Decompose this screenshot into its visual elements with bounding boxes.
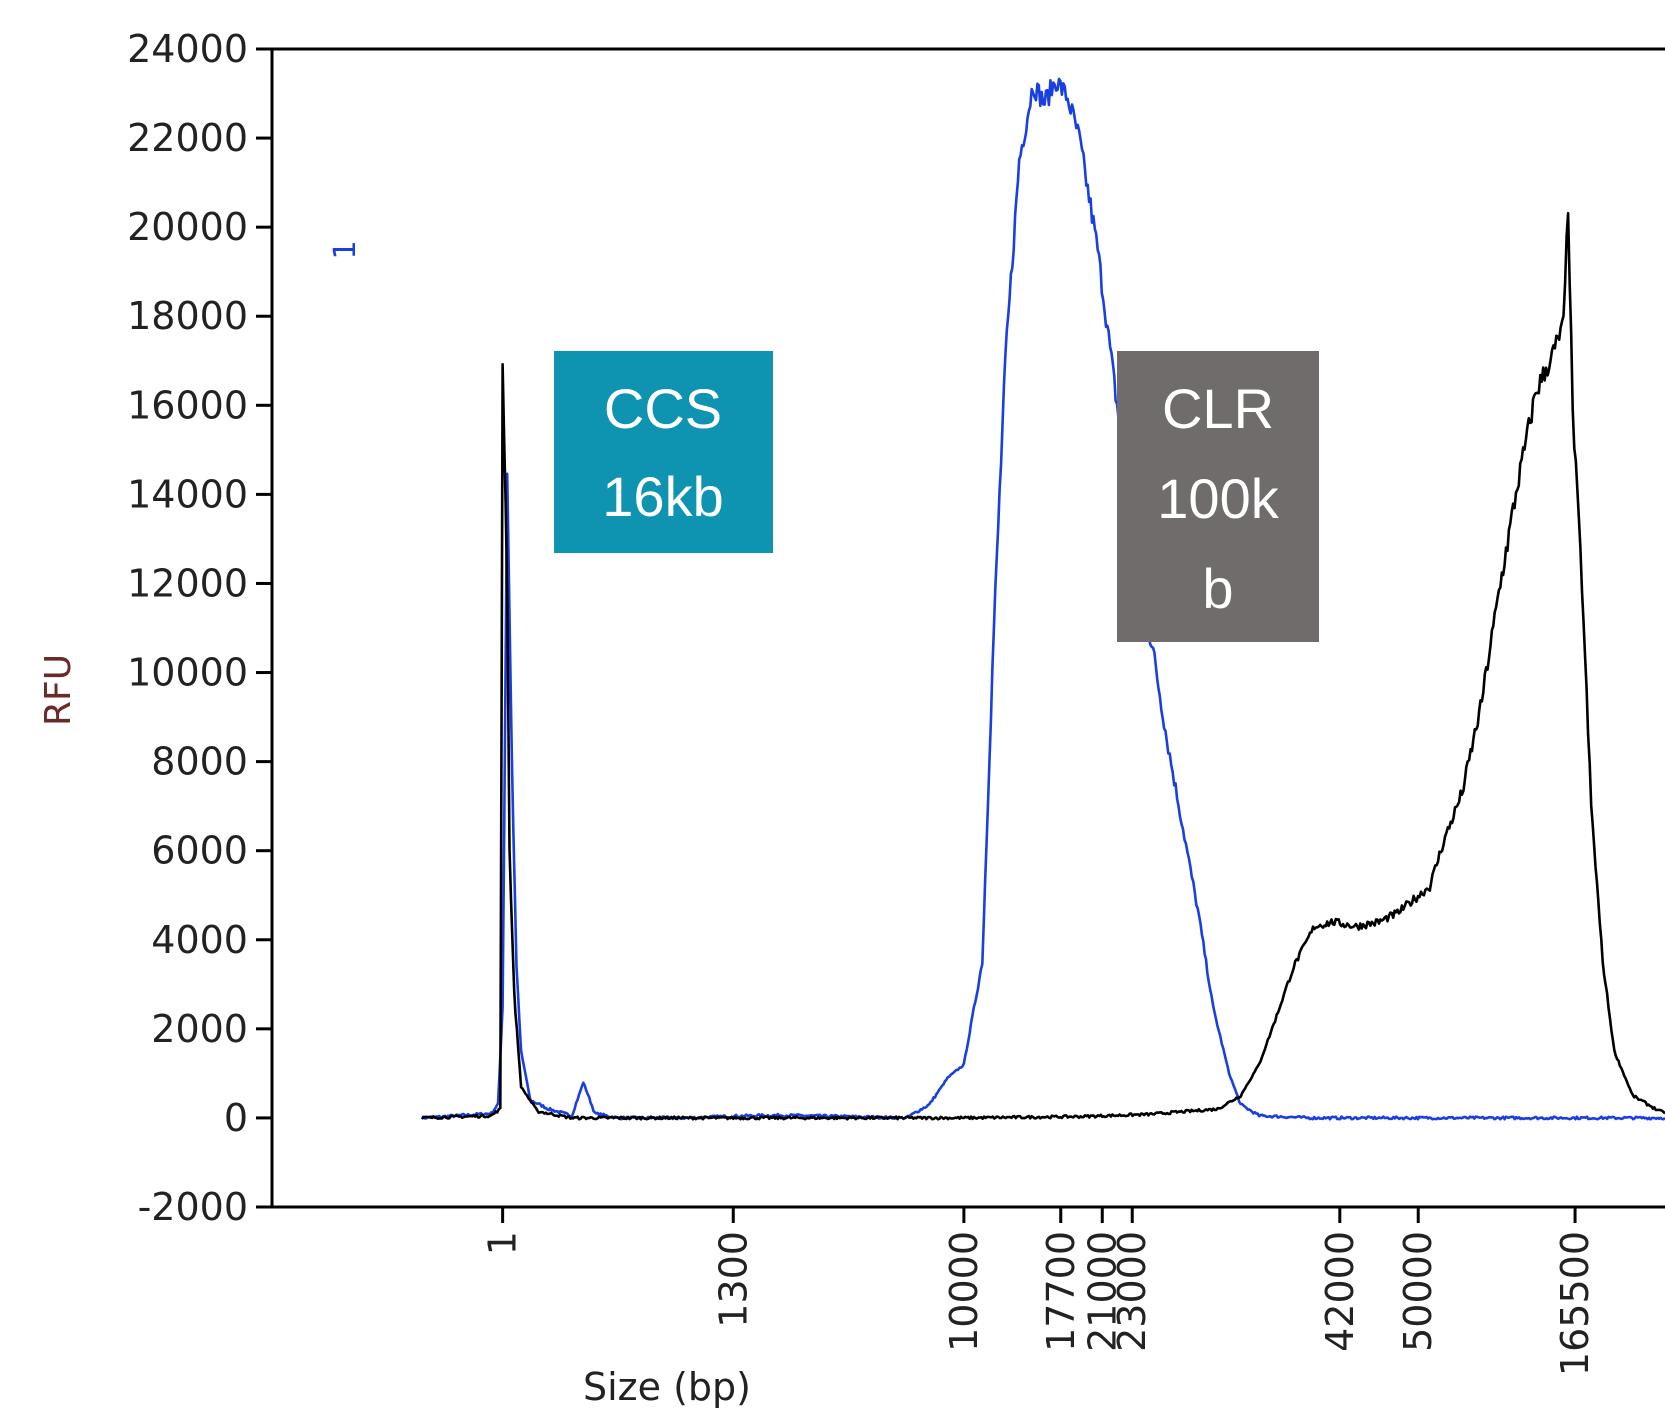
- x-tick-label: 1: [481, 1231, 525, 1255]
- y-tick-label: 14000: [127, 472, 248, 516]
- y-tick-label: 24000: [127, 27, 248, 71]
- clr-annotation-box: CLR 100k b: [1117, 351, 1319, 642]
- y-tick-label: 6000: [151, 829, 248, 873]
- clr-trace-line: [421, 211, 1665, 1121]
- y-axis-title: RFU: [38, 654, 79, 726]
- y-axis-ticks: 2400022000200001800016000140001200010000…: [127, 27, 272, 1229]
- clr-label-line-3: b: [1202, 557, 1233, 620]
- x-tick-label: 21000: [1080, 1231, 1124, 1352]
- y-tick-label: 16000: [127, 383, 248, 427]
- y-tick-label: 8000: [151, 740, 248, 784]
- y-tick-label: -2000: [138, 1185, 248, 1229]
- x-tick-label: 23000: [1110, 1231, 1154, 1352]
- y-tick-label: 0: [224, 1096, 248, 1140]
- peak-marker-label: 1: [328, 240, 363, 259]
- x-tick-label: 17700: [1039, 1231, 1083, 1352]
- series-layer: [420, 77, 1665, 1121]
- ccs-label-line-2: 16kb: [602, 465, 723, 528]
- x-tick-label: 10000: [942, 1231, 986, 1352]
- y-tick-label: 4000: [151, 918, 248, 962]
- ccs-trace-line: [420, 77, 1665, 1121]
- ccs-label-line-1: CCS: [604, 377, 722, 440]
- x-tick-label: 165500: [1553, 1231, 1597, 1376]
- x-axis-title: Size (bp): [583, 1365, 751, 1409]
- plot-area-frame: [270, 47, 1665, 1209]
- x-tick-label: 50000: [1396, 1231, 1440, 1352]
- y-tick-label: 20000: [127, 205, 248, 249]
- y-tick-label: 2000: [151, 1007, 248, 1051]
- x-tick-label: 42000: [1318, 1231, 1362, 1352]
- y-tick-label: 12000: [127, 561, 248, 605]
- ccs-annotation-box: CCS 16kb: [554, 351, 773, 553]
- x-tick-label: 1300: [711, 1231, 755, 1328]
- y-tick-label: 10000: [127, 651, 248, 695]
- clr-label-line-2: 100k: [1157, 467, 1279, 530]
- y-tick-label: 22000: [127, 116, 248, 160]
- y-tick-label: 18000: [127, 294, 248, 338]
- clr-label-line-1: CLR: [1162, 377, 1274, 440]
